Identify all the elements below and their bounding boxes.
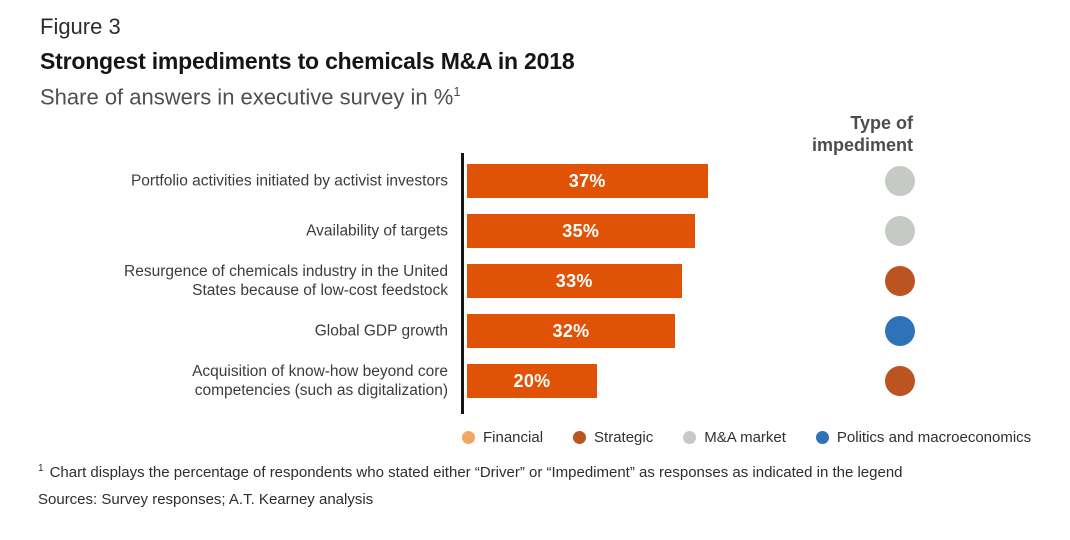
- chart-row: Resurgence of chemicals industry in the …: [0, 256, 1070, 306]
- legend: Financial Strategic M&A market Politics …: [462, 429, 1031, 446]
- impediment-type-dot: [885, 316, 915, 346]
- legend-label: Financial: [483, 429, 544, 446]
- figure-title: Strongest impediments to chemicals M&A i…: [40, 48, 575, 74]
- bar: 35%: [467, 214, 695, 248]
- category-label: Availability of targets: [306, 222, 448, 240]
- footnote: 1 Chart displays the percentage of respon…: [38, 463, 903, 481]
- impediment-type-dot: [885, 366, 915, 396]
- footnote-marker: 1: [38, 463, 44, 474]
- legend-item-financial: Financial: [462, 429, 543, 446]
- category-label: Global GDP growth: [314, 322, 448, 340]
- sources-line: Sources: Survey responses; A.T. Kearney …: [38, 491, 374, 508]
- figure-number: Figure 3: [40, 14, 121, 39]
- footnote-text: Chart displays the percentage of respond…: [49, 464, 903, 481]
- category-label: Portfolio activities initiated by activi…: [130, 172, 448, 190]
- bar-value-label: 33%: [555, 270, 593, 291]
- bar: 20%: [467, 364, 597, 398]
- legend-dot-financial: [462, 431, 475, 444]
- legend-item-politics: Politics and macroeconomics: [815, 429, 1032, 446]
- type-of-impediment-header: Type of impediment: [811, 113, 913, 155]
- bar: 32%: [467, 314, 675, 348]
- impediment-type-dot: [885, 216, 915, 246]
- legend-item-strategic: Strategic: [573, 429, 653, 446]
- figure-subtitle-text: Share of answers in executive survey in …: [40, 84, 454, 110]
- bar-value-label: 32%: [552, 320, 590, 341]
- bar: 37%: [467, 164, 708, 198]
- legend-label: M&A market: [704, 429, 786, 446]
- chart-axis-line: [461, 153, 464, 414]
- subtitle-footnote-marker: 1: [453, 84, 461, 99]
- figure-subtitle: Share of answers in executive survey in …: [40, 84, 461, 110]
- legend-label: Politics and macroeconomics: [836, 429, 1032, 446]
- category-label: Acquisition of know-how beyond core comp…: [192, 363, 448, 399]
- chart-row: Portfolio activities initiated by activi…: [0, 156, 1070, 206]
- bar-value-label: 35%: [562, 220, 600, 241]
- legend-item-mna-market: M&A market: [683, 429, 786, 446]
- bar-value-label: 20%: [513, 370, 551, 391]
- bar: 33%: [467, 264, 682, 298]
- chart-row: Availability of targets 35%: [0, 206, 1070, 256]
- legend-dot-mna-market: [683, 431, 697, 444]
- chart-row: Acquisition of know-how beyond core comp…: [0, 356, 1070, 406]
- legend-dot-politics: [815, 431, 829, 444]
- impediment-type-dot: [885, 266, 915, 296]
- impediment-type-dot: [885, 166, 915, 196]
- legend-label: Strategic: [594, 429, 654, 446]
- category-label: Resurgence of chemicals industry in the …: [124, 263, 448, 299]
- legend-dot-strategic: [573, 431, 587, 444]
- bar-value-label: 37%: [568, 170, 606, 191]
- chart-row: Global GDP growth 32%: [0, 306, 1070, 356]
